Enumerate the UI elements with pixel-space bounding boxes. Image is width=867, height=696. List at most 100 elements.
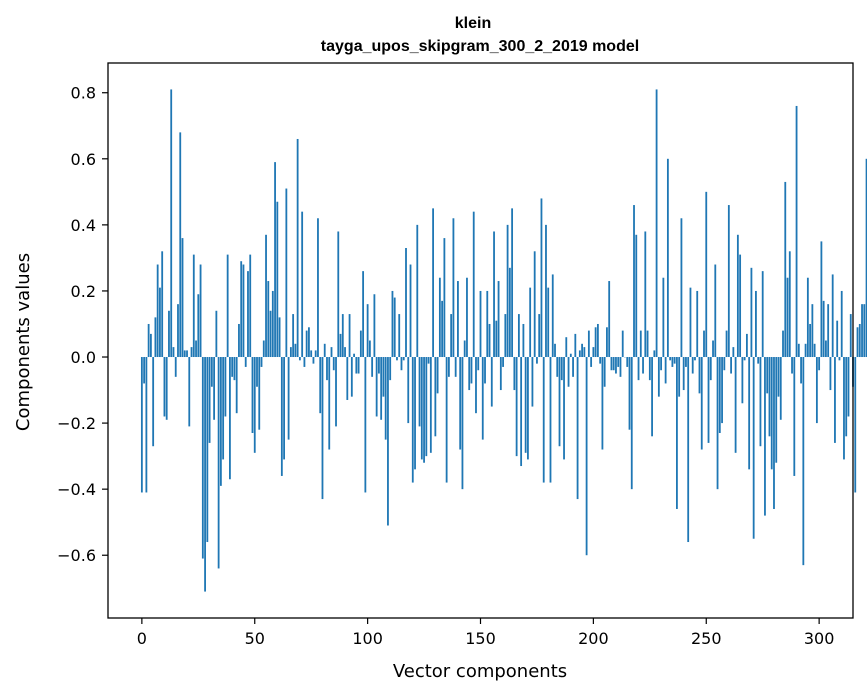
bar-91	[346, 357, 349, 400]
bar-157	[495, 320, 498, 358]
bar-40	[231, 357, 234, 377]
bar-62	[280, 357, 283, 476]
bar-96	[357, 357, 360, 374]
bar-23	[192, 254, 195, 358]
bar-127	[427, 357, 430, 364]
bar-71	[301, 211, 304, 358]
bar-247	[698, 357, 701, 394]
bar-283	[779, 357, 782, 420]
bar-260	[727, 205, 730, 358]
bar-142	[461, 357, 464, 490]
bar-53	[260, 357, 263, 367]
y-tick-label: 0.8	[71, 84, 96, 103]
bar-197	[585, 357, 588, 556]
bar-183	[554, 343, 556, 358]
bar-124	[420, 357, 423, 460]
bar-128	[429, 357, 432, 453]
y-tick-label: 0.6	[71, 150, 96, 169]
bar-80	[321, 357, 324, 500]
bar-217	[630, 357, 633, 490]
bar-292	[800, 357, 802, 384]
bar-20	[186, 350, 188, 358]
bar-293	[802, 357, 805, 566]
bar-280	[773, 357, 775, 509]
bar-2	[145, 357, 148, 493]
bar-212	[619, 357, 622, 377]
bar-291	[797, 343, 800, 358]
bar-134	[443, 238, 446, 358]
bar-312	[845, 357, 848, 437]
bar-93	[350, 357, 353, 397]
bar-158	[497, 281, 500, 358]
bar-57	[269, 310, 272, 358]
bar-176	[538, 314, 541, 358]
bar-94	[353, 353, 355, 358]
bar-51	[256, 357, 258, 387]
bar-117	[405, 248, 407, 358]
bar-79	[319, 357, 322, 414]
bar-9	[161, 251, 164, 358]
bar-193	[576, 357, 579, 500]
bar-54	[262, 340, 265, 358]
bar-18	[181, 238, 184, 358]
bar-254	[714, 264, 717, 358]
bar-279	[770, 357, 773, 470]
bar-204	[601, 357, 604, 450]
bar-113	[396, 357, 398, 361]
bar-135	[445, 357, 448, 483]
bar-265	[739, 254, 742, 358]
bar-95	[355, 357, 358, 374]
bar-285	[784, 181, 787, 358]
bar-205	[603, 357, 606, 387]
bar-25	[197, 294, 200, 358]
bar-6	[154, 317, 157, 358]
bar-170	[524, 357, 527, 453]
bar-118	[407, 357, 410, 424]
bar-111	[391, 290, 394, 358]
bar-177	[540, 198, 543, 358]
bar-151	[481, 357, 484, 440]
bar-194	[578, 350, 581, 358]
bar-1	[143, 357, 146, 384]
y-tick-label: −0.2	[57, 414, 96, 433]
bar-249	[703, 330, 705, 358]
y-tick-label: 0.4	[71, 216, 96, 235]
bar-89	[341, 314, 344, 358]
bar-55	[265, 234, 267, 358]
bar-159	[499, 357, 502, 391]
bar-198	[587, 330, 590, 358]
bar-140	[457, 281, 459, 358]
bar-274	[759, 357, 762, 447]
bar-199	[590, 357, 593, 367]
bar-66	[289, 347, 292, 358]
bar-246	[696, 290, 699, 358]
bar-33	[215, 310, 218, 358]
bar-240	[682, 357, 685, 391]
bar-236	[673, 357, 676, 364]
bars-group	[140, 89, 867, 592]
bar-61	[278, 317, 281, 358]
bar-44	[240, 261, 243, 358]
bar-125	[423, 357, 425, 463]
bar-132	[438, 277, 441, 358]
bar-313	[847, 357, 850, 417]
bar-164	[511, 208, 514, 358]
bar-290	[795, 105, 798, 358]
bar-273	[757, 357, 760, 364]
bar-99	[364, 357, 367, 493]
bar-107	[382, 357, 385, 397]
bar-112	[393, 297, 396, 358]
bar-173	[531, 357, 534, 407]
bar-316	[854, 357, 857, 493]
bar-43	[238, 323, 240, 358]
bar-218	[633, 205, 635, 358]
bar-126	[425, 357, 428, 457]
bar-165	[513, 357, 516, 391]
bar-227	[653, 350, 656, 358]
bar-72	[303, 357, 306, 367]
x-tick-label: 100	[352, 629, 383, 648]
bar-222	[642, 357, 644, 374]
bar-306	[831, 274, 834, 358]
bar-116	[402, 357, 405, 361]
bar-75	[310, 350, 313, 358]
